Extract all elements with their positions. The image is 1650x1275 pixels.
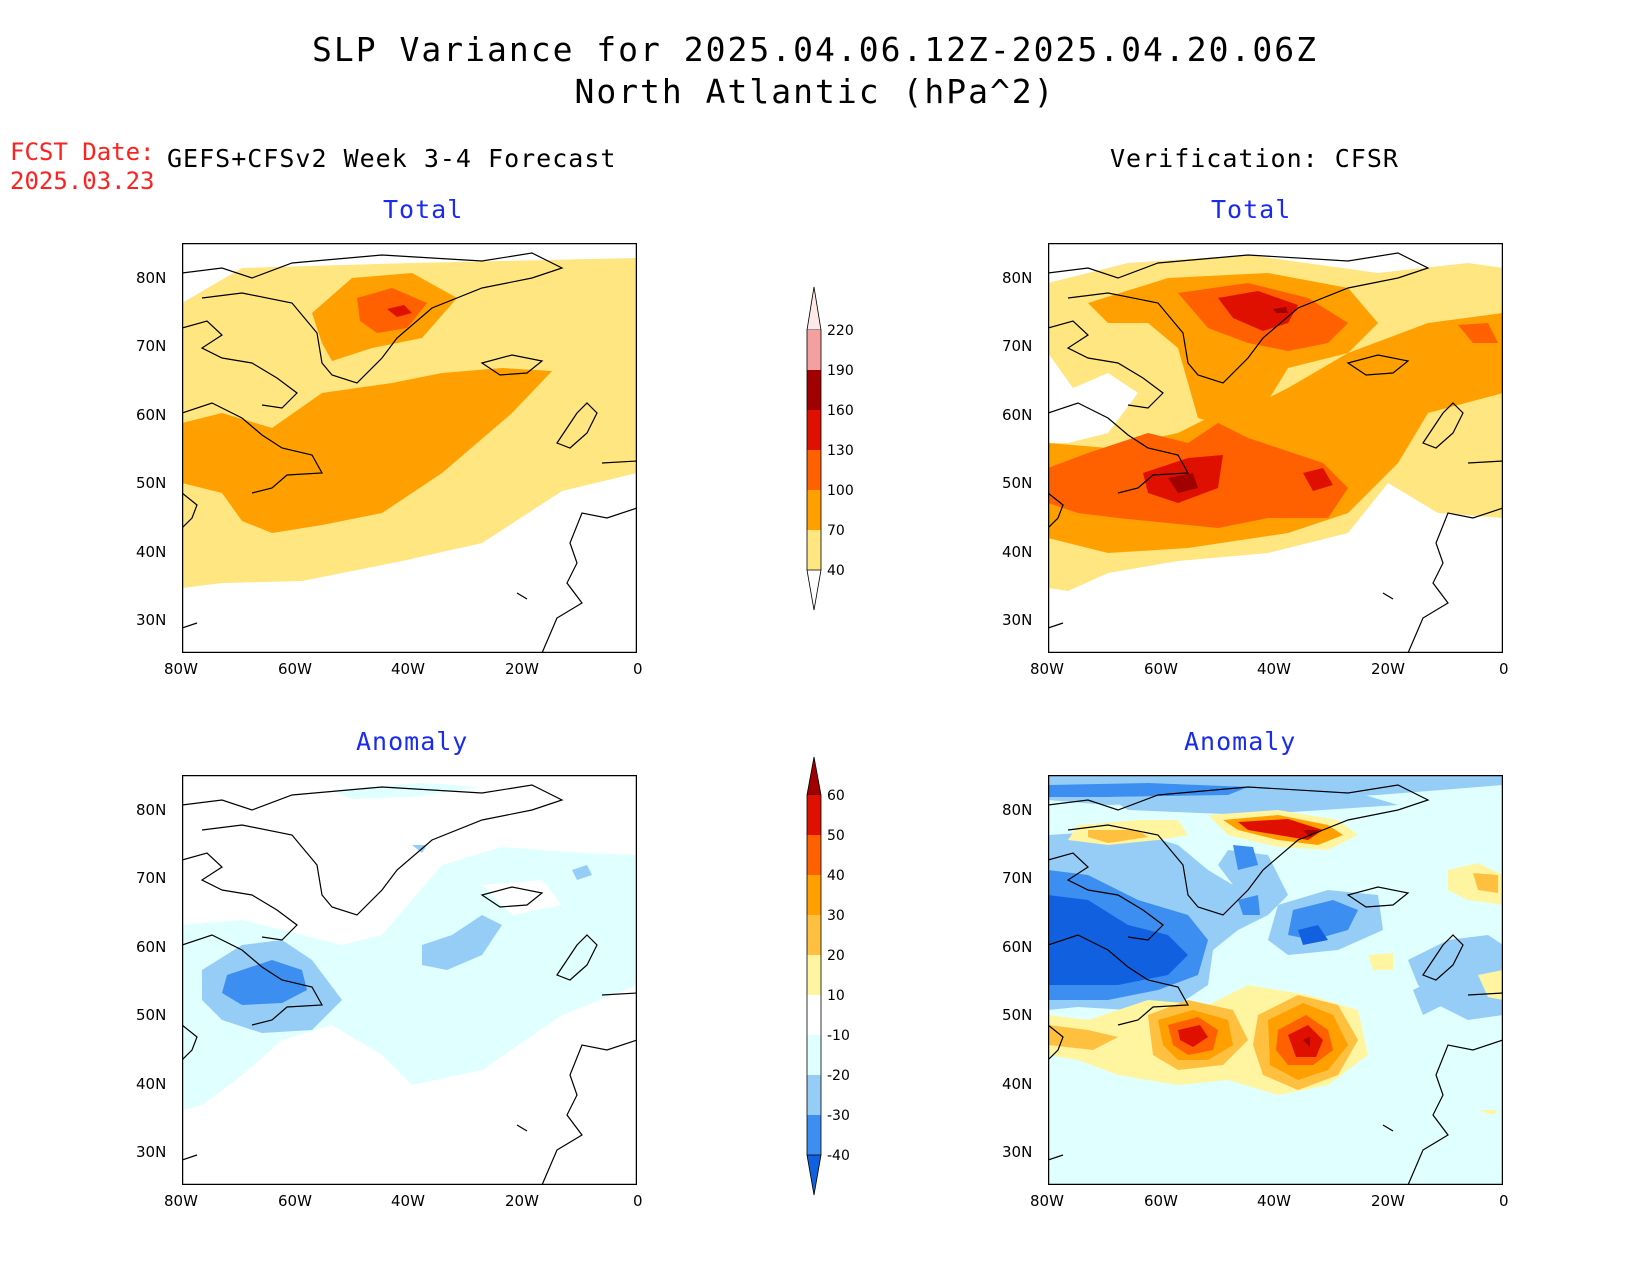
colorbar-level-label: 220 bbox=[827, 323, 854, 339]
colorbar-swatch bbox=[807, 955, 821, 995]
colorbar-cap-min bbox=[806, 1154, 822, 1196]
lat-tick-label: 80N bbox=[136, 269, 167, 287]
colorbar-swatch bbox=[807, 915, 821, 955]
lon-tick-label: 0 bbox=[1499, 660, 1509, 678]
lat-tick-label: 70N bbox=[1002, 337, 1033, 355]
colorbar-swatch bbox=[807, 530, 821, 570]
total-colorbar: 40 70 100 130 160 190 220 bbox=[806, 286, 854, 611]
lon-tick-label: 80W bbox=[164, 1192, 198, 1210]
colorbar-level-label: 10 bbox=[827, 988, 845, 1004]
colorbar-level-label: 70 bbox=[827, 523, 845, 539]
colorbar-swatch bbox=[807, 1035, 821, 1075]
lon-tick-label: 40W bbox=[1257, 660, 1291, 678]
lat-tick-label: 70N bbox=[1002, 869, 1033, 887]
panel-title-forecast-anomaly: Anomaly bbox=[356, 727, 469, 756]
panel-title-verification-total: Total bbox=[1211, 195, 1292, 224]
colorbar-level-label: -40 bbox=[827, 1148, 850, 1164]
colorbar-level-label: 40 bbox=[827, 563, 845, 579]
lat-tick-label: 50N bbox=[136, 1006, 167, 1024]
map-verification-anomaly bbox=[1048, 775, 1503, 1185]
colorbar-level-label: 30 bbox=[827, 908, 845, 924]
lat-tick-label: 70N bbox=[136, 869, 167, 887]
lat-tick-label: 40N bbox=[1002, 543, 1033, 561]
lat-tick-label: 80N bbox=[1002, 801, 1033, 819]
colorbar-cap-max bbox=[806, 286, 822, 331]
lat-tick-label: 80N bbox=[1002, 269, 1033, 287]
colorbar-level-label: -20 bbox=[827, 1068, 850, 1084]
lat-tick-label: 60N bbox=[136, 938, 167, 956]
colorbar-level-label: 40 bbox=[827, 868, 845, 884]
colorbar-swatch bbox=[807, 875, 821, 915]
map-forecast-total bbox=[182, 243, 637, 653]
lon-tick-label: 80W bbox=[1030, 1192, 1064, 1210]
colorbar-level-label: 160 bbox=[827, 403, 854, 419]
colorbar-swatch bbox=[807, 330, 821, 370]
colorbar-cap-max bbox=[806, 756, 822, 796]
panel-title-verification-anomaly: Anomaly bbox=[1184, 727, 1297, 756]
colorbar-swatch bbox=[807, 1115, 821, 1155]
main-title: SLP Variance for 2025.04.06.12Z-2025.04.… bbox=[312, 30, 1318, 69]
lat-tick-label: 50N bbox=[1002, 474, 1033, 492]
lon-tick-label: 0 bbox=[633, 660, 643, 678]
lat-tick-label: 50N bbox=[136, 474, 167, 492]
lat-tick-label: 40N bbox=[136, 1075, 167, 1093]
lon-tick-label: 80W bbox=[1030, 660, 1064, 678]
lat-tick-label: 30N bbox=[136, 1143, 167, 1161]
lon-tick-label: 0 bbox=[1499, 1192, 1509, 1210]
colorbar-swatch bbox=[807, 1075, 821, 1115]
colorbar-swatch bbox=[807, 370, 821, 410]
lon-tick-label: 40W bbox=[391, 660, 425, 678]
lat-tick-label: 30N bbox=[1002, 611, 1033, 629]
colorbar-swatch bbox=[807, 995, 821, 1035]
colorbar-level-label: 130 bbox=[827, 443, 854, 459]
panel-title-forecast-total: Total bbox=[383, 195, 464, 224]
colorbar-swatch bbox=[807, 835, 821, 875]
lat-tick-label: 70N bbox=[136, 337, 167, 355]
lat-tick-label: 50N bbox=[1002, 1006, 1033, 1024]
lon-tick-label: 0 bbox=[633, 1192, 643, 1210]
lat-tick-label: 40N bbox=[1002, 1075, 1033, 1093]
colorbar-swatch bbox=[807, 410, 821, 450]
colorbar-level-label: 60 bbox=[827, 788, 845, 804]
lat-tick-label: 80N bbox=[136, 801, 167, 819]
colorbar-level-label: 190 bbox=[827, 363, 854, 379]
colorbar-swatch bbox=[807, 450, 821, 490]
lon-tick-label: 40W bbox=[1257, 1192, 1291, 1210]
lat-tick-label: 30N bbox=[136, 611, 167, 629]
colorbar-level-label: 20 bbox=[827, 948, 845, 964]
fcst-label: FCST Date: bbox=[10, 138, 155, 166]
colorbar-level-label: 100 bbox=[827, 483, 854, 499]
lon-tick-label: 60W bbox=[278, 1192, 312, 1210]
colorbar-level-label: 50 bbox=[827, 828, 845, 844]
lat-tick-label: 40N bbox=[136, 543, 167, 561]
colorbar-level-label: -30 bbox=[827, 1108, 850, 1124]
anomaly-colorbar: -40 -30 -20 -10 10 20 30 40 50 60 bbox=[806, 756, 850, 1196]
colorbar-cap-min bbox=[806, 569, 822, 611]
lat-tick-label: 60N bbox=[1002, 938, 1033, 956]
colorbar-level-label: -10 bbox=[827, 1028, 850, 1044]
lon-tick-label: 60W bbox=[1144, 660, 1178, 678]
lat-tick-label: 30N bbox=[1002, 1143, 1033, 1161]
lon-tick-label: 80W bbox=[164, 660, 198, 678]
lat-tick-label: 60N bbox=[136, 406, 167, 424]
lon-tick-label: 60W bbox=[278, 660, 312, 678]
main-subtitle: North Atlantic (hPa^2) bbox=[574, 72, 1056, 111]
lon-tick-label: 20W bbox=[505, 1192, 539, 1210]
lon-tick-label: 20W bbox=[1371, 660, 1405, 678]
fcst-date: 2025.03.23 bbox=[10, 167, 155, 195]
colorbar-swatch bbox=[807, 490, 821, 530]
lon-tick-label: 20W bbox=[1371, 1192, 1405, 1210]
verification-heading: Verification: CFSR bbox=[1110, 144, 1399, 173]
lon-tick-label: 40W bbox=[391, 1192, 425, 1210]
lon-tick-label: 20W bbox=[505, 660, 539, 678]
lon-tick-label: 60W bbox=[1144, 1192, 1178, 1210]
lat-tick-label: 60N bbox=[1002, 406, 1033, 424]
map-verification-total bbox=[1048, 243, 1503, 653]
colorbar-swatch bbox=[807, 795, 821, 835]
map-forecast-anomaly bbox=[182, 775, 637, 1185]
forecast-heading: GEFS+CFSv2 Week 3-4 Forecast bbox=[167, 144, 617, 173]
